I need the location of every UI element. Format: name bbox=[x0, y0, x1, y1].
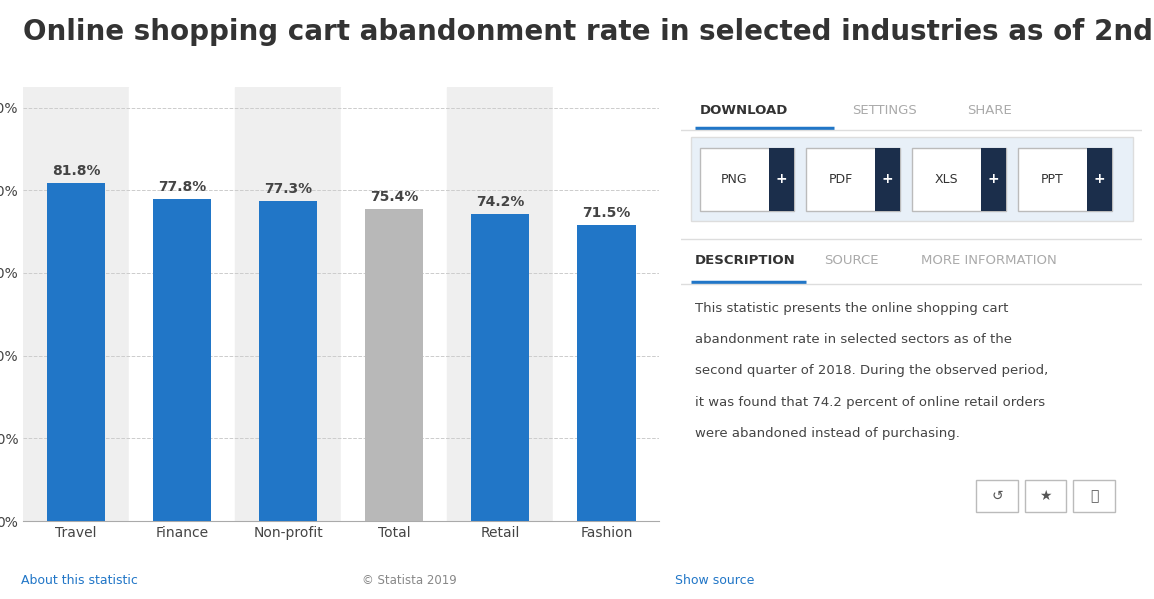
Text: DOWNLOAD: DOWNLOAD bbox=[699, 104, 788, 117]
Bar bbox=[153, 199, 211, 521]
Text: 71.5%: 71.5% bbox=[582, 207, 630, 220]
FancyBboxPatch shape bbox=[912, 147, 1006, 211]
Text: 77.3%: 77.3% bbox=[264, 183, 313, 196]
Text: PDF: PDF bbox=[829, 173, 853, 186]
Text: PPT: PPT bbox=[1041, 173, 1064, 186]
FancyBboxPatch shape bbox=[1087, 147, 1112, 211]
Text: +: + bbox=[882, 172, 893, 186]
Bar bbox=[129, 87, 235, 521]
Text: ★: ★ bbox=[1040, 489, 1052, 503]
FancyBboxPatch shape bbox=[875, 147, 900, 211]
Text: second quarter of 2018. During the observed period,: second quarter of 2018. During the obser… bbox=[695, 364, 1049, 377]
FancyBboxPatch shape bbox=[976, 480, 1018, 513]
Text: © Statista 2019: © Statista 2019 bbox=[362, 574, 457, 587]
FancyBboxPatch shape bbox=[769, 147, 794, 211]
Bar bbox=[365, 209, 424, 521]
FancyBboxPatch shape bbox=[690, 137, 1133, 222]
Text: +: + bbox=[988, 172, 999, 186]
Bar bbox=[47, 183, 105, 521]
Text: +: + bbox=[1094, 172, 1106, 186]
Text: 75.4%: 75.4% bbox=[370, 190, 419, 204]
Text: 81.8%: 81.8% bbox=[52, 164, 100, 178]
Bar bbox=[448, 87, 554, 521]
Text: SHARE: SHARE bbox=[967, 104, 1012, 117]
Text: This statistic presents the online shopping cart: This statistic presents the online shopp… bbox=[695, 302, 1009, 315]
Text: 🔔: 🔔 bbox=[1089, 489, 1099, 503]
Text: it was found that 74.2 percent of online retail orders: it was found that 74.2 percent of online… bbox=[695, 395, 1046, 409]
Text: +: + bbox=[775, 172, 787, 186]
Bar bbox=[235, 87, 342, 521]
Text: PNG: PNG bbox=[721, 173, 748, 186]
FancyBboxPatch shape bbox=[1025, 480, 1066, 513]
Text: SETTINGS: SETTINGS bbox=[852, 104, 916, 117]
FancyBboxPatch shape bbox=[1073, 480, 1115, 513]
Bar bbox=[554, 87, 659, 521]
Text: Online shopping cart abandonment rate in selected industries as of 2nd quarter 2: Online shopping cart abandonment rate in… bbox=[23, 18, 1154, 46]
Text: Show source: Show source bbox=[675, 574, 755, 587]
Bar bbox=[23, 87, 129, 521]
Bar bbox=[471, 214, 530, 521]
Text: DESCRIPTION: DESCRIPTION bbox=[695, 254, 796, 267]
Text: XLS: XLS bbox=[935, 173, 958, 186]
Bar bbox=[577, 225, 636, 521]
Bar bbox=[258, 201, 317, 521]
Text: 74.2%: 74.2% bbox=[477, 195, 525, 209]
Text: abandonment rate in selected sectors as of the: abandonment rate in selected sectors as … bbox=[695, 333, 1012, 346]
Text: ↺: ↺ bbox=[991, 489, 1003, 503]
Text: About this statistic: About this statistic bbox=[21, 574, 137, 587]
Text: SOURCE: SOURCE bbox=[824, 254, 879, 267]
FancyBboxPatch shape bbox=[699, 147, 794, 211]
Text: MORE INFORMATION: MORE INFORMATION bbox=[921, 254, 1057, 267]
Bar bbox=[342, 87, 448, 521]
FancyBboxPatch shape bbox=[1018, 147, 1112, 211]
Text: were abandoned instead of purchasing.: were abandoned instead of purchasing. bbox=[695, 427, 960, 440]
FancyBboxPatch shape bbox=[805, 147, 900, 211]
FancyBboxPatch shape bbox=[981, 147, 1006, 211]
Text: 77.8%: 77.8% bbox=[158, 180, 207, 195]
